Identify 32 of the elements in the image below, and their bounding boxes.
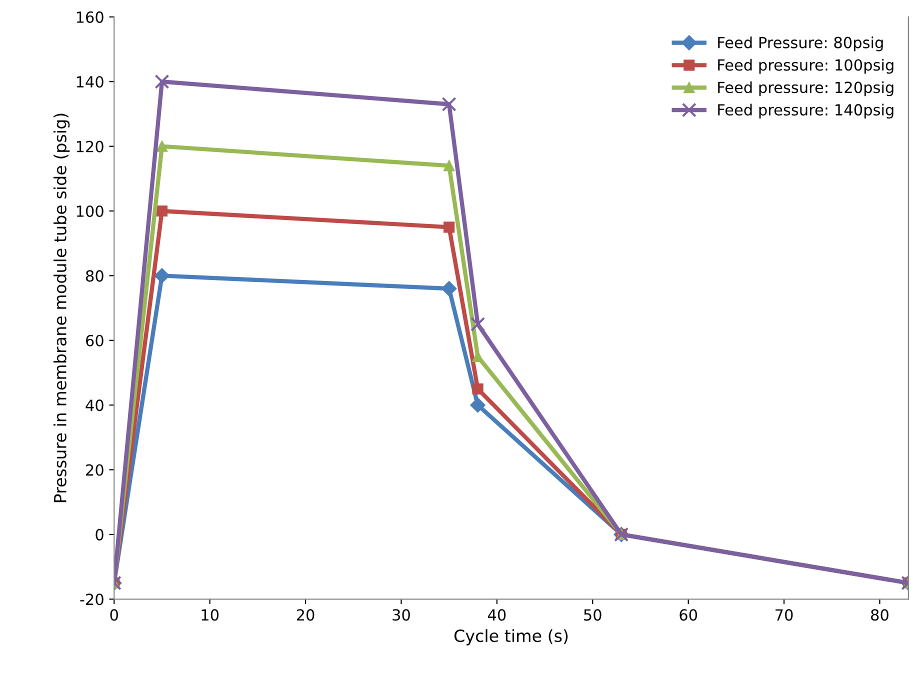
y-axis-title: Pressure in membrane module tube side (psig)	[54, 114, 70, 502]
y-tick-label: 160	[76, 11, 104, 23]
x-tick-label: 80	[871, 609, 888, 621]
point	[470, 398, 486, 413]
x-tick-label: 30	[392, 609, 410, 621]
x-tick-label: 0	[110, 609, 118, 621]
y-tick-label: 140	[76, 76, 104, 88]
legend-label: Feed pressure: 140psig	[718, 104, 894, 119]
y-tick-label: 100	[76, 205, 104, 218]
y-tick-label: 80	[86, 270, 104, 282]
y-tick-label: 120	[76, 140, 104, 152]
y-tick-label: -20	[80, 594, 104, 606]
y-tick-label: 20	[86, 464, 104, 476]
x-tick-label: 20	[296, 609, 314, 621]
legend-label: Feed Pressure: 80psig	[718, 36, 883, 52]
x-axis-title: Cycle time (s)	[454, 629, 568, 646]
point	[470, 316, 486, 332]
x-tick-label: 40	[488, 609, 506, 621]
point	[444, 222, 455, 233]
y-tick-label: 40	[86, 400, 104, 412]
y-tick-label: 0	[96, 528, 104, 540]
legend-label: Feed pressure: 120psig	[718, 81, 894, 96]
legend-label: Feed pressure: 100psig	[718, 58, 894, 74]
x-tick-label: 60	[680, 609, 698, 621]
point	[442, 281, 457, 296]
y-tick-label: 60	[86, 334, 104, 346]
x-tick-label: 70	[776, 609, 793, 621]
point	[442, 96, 456, 112]
point	[472, 383, 484, 394]
x-tick-label: 50	[584, 609, 602, 621]
x-tick-label: 10	[202, 609, 219, 621]
point	[444, 160, 455, 172]
